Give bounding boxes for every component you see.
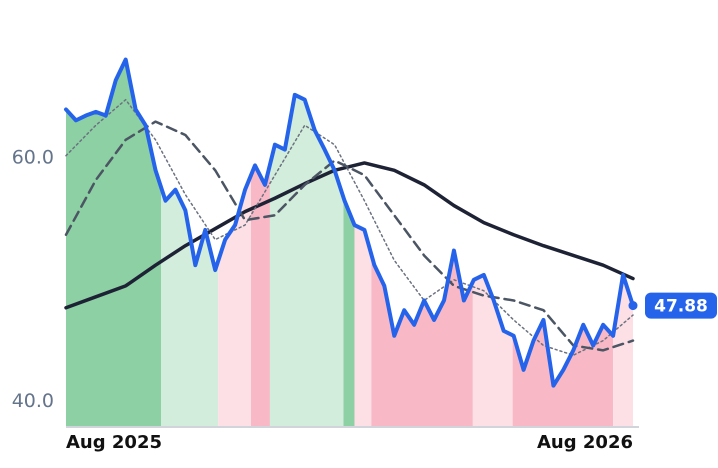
x-tick-label: Aug 2025 xyxy=(66,432,162,453)
series-line xyxy=(65,98,634,356)
region-area xyxy=(371,250,473,427)
series-line xyxy=(64,57,635,388)
region-area xyxy=(343,197,355,427)
x-tick-label: Aug 2026 xyxy=(537,432,633,453)
region-area xyxy=(354,225,372,427)
last-value-label: 47.88 xyxy=(654,297,708,317)
region-area xyxy=(269,94,344,427)
region-area xyxy=(66,59,161,427)
y-tick-label: 60.0 xyxy=(12,147,54,169)
y-tick-label: 40.0 xyxy=(12,390,54,412)
region-area xyxy=(251,164,270,427)
region-area xyxy=(472,274,513,427)
series-line xyxy=(64,120,635,352)
region-area xyxy=(160,187,219,427)
last-value-pill xyxy=(645,292,717,319)
last-point xyxy=(628,301,638,311)
series-line xyxy=(64,161,635,310)
